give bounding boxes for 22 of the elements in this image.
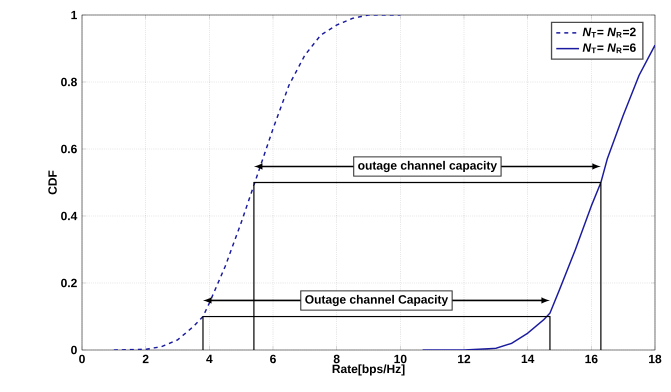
annotation: outage channel capacity [358,160,498,172]
legend-label: N$_{T}$= N$_{R}$=2 [582,28,636,38]
x-tick-label: 14 [522,354,534,363]
legend-label: N$_{T}$= N$_{R}$=6 [582,43,636,54]
x-tick-label: 12 [458,354,470,364]
x-tick-label: 8 [334,354,340,364]
x-tick-label: 16 [585,354,598,364]
x-tick-label: 6 [270,354,276,364]
x-tick-label: 10 [394,354,407,364]
y-tick-label: 0 [71,346,77,354]
y-tick-label: 0.6 [61,144,77,154]
y-tick-label: 0.2 [61,278,77,288]
y-axis-title: CDF [48,170,57,194]
x-axis-title: Rate[bps/Hz] [332,364,404,376]
x-tick-label: 2 [142,354,149,364]
x-tick-label: 4 [206,354,213,363]
annotation: Outage channel Capacity [305,294,448,306]
y-tick-label: 1 [71,10,77,20]
y-tick-label: 0.4 [61,212,78,220]
x-tick-label: 0 [79,354,85,364]
y-tick-label: 0.8 [61,78,77,86]
x-tick-label: 18 [649,354,662,364]
